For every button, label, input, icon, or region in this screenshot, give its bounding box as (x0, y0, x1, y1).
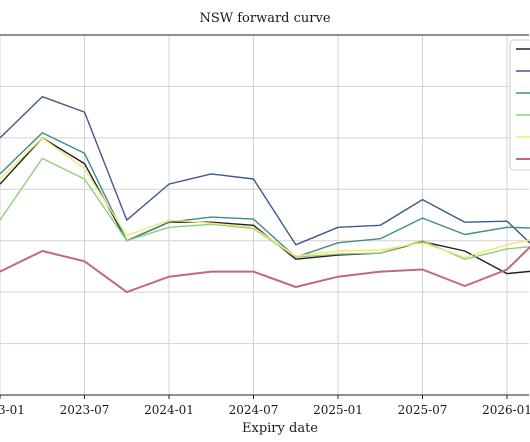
series-line-5 (0, 137, 530, 258)
series-line-2 (0, 95, 530, 246)
legend-box (509, 39, 530, 171)
legend (509, 39, 530, 171)
x-tick-label: 2023-01 (0, 403, 25, 417)
series-line-4 (0, 157, 530, 260)
x-tick-label: 2023-07 (60, 403, 110, 417)
series-line-6 (0, 245, 530, 294)
series-line-1 (0, 137, 530, 275)
chart-title: NSW forward curve (199, 11, 330, 26)
x-tick-label: 2024-01 (144, 403, 194, 417)
x-tick-labels: 2023-01 2023-07 2024-01 2024-07 2025-01 2025-… (0, 403, 530, 417)
series-lines (0, 95, 530, 294)
x-tick-label: 2024-07 (229, 403, 279, 417)
x-tick-label: 2025-01 (313, 403, 363, 417)
x-tick-label: 2025-07 (398, 403, 448, 417)
x-tick-label: 2026-01 (482, 403, 530, 417)
x-axis-label: Expiry date (242, 421, 318, 436)
axes (0, 34, 529, 399)
series-line-3 (0, 131, 530, 258)
